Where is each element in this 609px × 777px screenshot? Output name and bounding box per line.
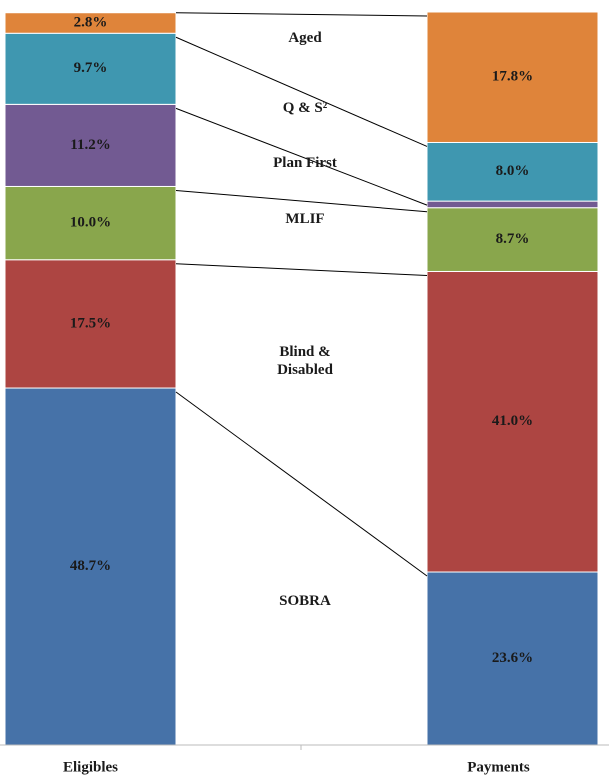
data-label: 8.7% [496, 231, 530, 247]
bar-segment [426, 200, 599, 209]
x-tick-label: Eligibles [63, 759, 118, 775]
series-label: Blind & Disabled [277, 343, 333, 378]
connector [175, 12, 428, 17]
data-label: 2.8% [74, 14, 108, 30]
bar-segment [426, 270, 599, 573]
data-label: 8.0% [496, 163, 530, 179]
bar-segment [4, 32, 177, 105]
bar-segment [4, 259, 177, 389]
bar-segment [426, 11, 599, 143]
data-label: 11.2% [70, 137, 110, 153]
series-label: Plan First [273, 154, 337, 171]
data-label: 17.5% [70, 315, 111, 331]
data-label: 41.0% [492, 413, 533, 429]
x-tick-label: Payments [467, 759, 530, 775]
connector [175, 107, 428, 206]
connector [175, 391, 428, 577]
series-label: SOBRA [279, 592, 331, 609]
connector [175, 263, 428, 276]
bar-segment [4, 12, 177, 34]
connector [175, 189, 428, 213]
bar-segment [4, 185, 177, 261]
series-label: MLIF [285, 211, 325, 228]
series-label: Q & S² [282, 100, 328, 117]
connector [175, 36, 428, 147]
series-label: Aged [288, 30, 322, 47]
data-label: 10.0% [70, 215, 111, 231]
data-label: 48.7% [70, 558, 111, 574]
bar-segment [4, 387, 177, 746]
data-label: 17.8% [492, 69, 533, 85]
data-label: 23.6% [492, 650, 533, 666]
bar-segment [426, 207, 599, 272]
bar-segment [426, 141, 599, 202]
data-label: 9.7% [74, 60, 108, 76]
bar-segment [426, 571, 599, 746]
